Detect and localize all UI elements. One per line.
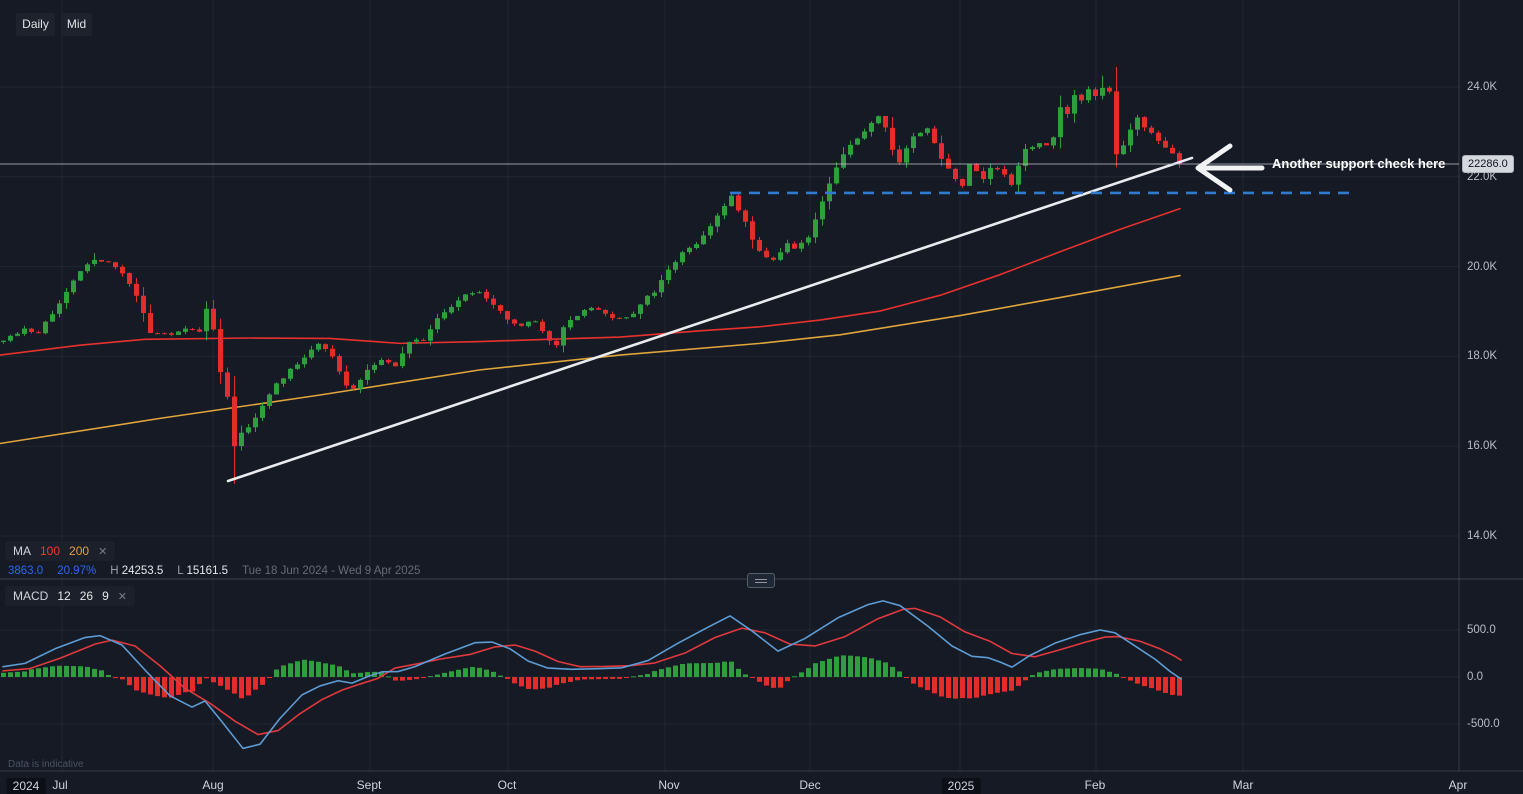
- time-tick-label: Oct: [497, 778, 517, 792]
- instrument-stats-row: 3863.0 20.97% H 24253.5 L 15161.5 Tue 18…: [8, 565, 420, 577]
- current-price-label: 22286.0: [1462, 155, 1514, 173]
- pane-resize-handle[interactable]: [747, 573, 775, 588]
- high-label: H: [110, 565, 119, 577]
- time-tick-label: Sept: [356, 778, 382, 792]
- annotation-arrow-icon: [1195, 143, 1265, 193]
- macd-remove-icon[interactable]: ✕: [117, 590, 127, 603]
- macd-fast-value: 12: [57, 589, 71, 603]
- time-tick-label: 2025: [941, 778, 981, 794]
- timeframe-daily-button[interactable]: Daily: [16, 13, 55, 36]
- price-tick-label: 16.0K: [1467, 440, 1498, 453]
- instrument-mid-button[interactable]: Mid: [61, 13, 92, 36]
- price-tick-label: 14.0K: [1467, 530, 1498, 542]
- price-axis[interactable]: 24.0K 22.0K 20.0K 18.0K 16.0K 14.0K 500.0 0.0 -5…: [1459, 0, 1523, 771]
- ma-period-100: 100: [40, 544, 61, 558]
- price-tick-label: 22.0K: [1467, 170, 1498, 183]
- macd-signal-value: 9: [102, 589, 109, 603]
- time-tick-label: Mar: [1232, 778, 1254, 792]
- footnote-data-indicative: Data is indicative: [8, 759, 84, 770]
- time-tick-label: Jul: [52, 778, 68, 792]
- time-tick-label: 2024: [6, 778, 46, 794]
- macd-tick-label: 0.0: [1467, 671, 1483, 683]
- time-tick-label: Nov: [658, 778, 680, 792]
- time-tick-label: Aug: [202, 778, 224, 792]
- time-tick-label: Dec: [799, 778, 821, 792]
- ma-indicator-legend[interactable]: MA 100 200 ✕: [5, 541, 116, 561]
- price-tick-label: 20.0K: [1467, 260, 1498, 273]
- macd-tick-label: -500.0: [1467, 718, 1500, 730]
- low-value: 15161.5: [186, 565, 229, 577]
- time-tick-label: Apr: [1448, 778, 1468, 792]
- ma-remove-icon[interactable]: ✕: [98, 545, 108, 558]
- low-label: L: [177, 565, 184, 577]
- time-axis[interactable]: 2024 Jul Aug Sept Oct Nov Dec 2025 Feb Mar Apr: [0, 772, 1523, 794]
- macd-slow-value: 26: [79, 589, 94, 603]
- high-value: 24253.5: [121, 565, 164, 577]
- ma-period-200: 200: [69, 544, 90, 558]
- price-change-value: 3863.0: [8, 565, 44, 577]
- macd-tick-label: 500.0: [1467, 624, 1496, 636]
- macd-indicator-legend[interactable]: MACD 12 26 9 ✕: [5, 586, 135, 606]
- date-range: Tue 18 Jun 2024 - Wed 9 Apr 2025: [242, 565, 421, 577]
- price-tick-label: 18.0K: [1467, 350, 1498, 363]
- macd-label: MACD: [13, 589, 49, 603]
- time-tick-label: Feb: [1084, 778, 1106, 792]
- ma-label: MA: [13, 544, 31, 558]
- price-change-percent: 20.97%: [57, 565, 97, 577]
- price-tick-label: 24.0K: [1467, 81, 1498, 93]
- annotation-text: Another support check here: [1272, 156, 1446, 171]
